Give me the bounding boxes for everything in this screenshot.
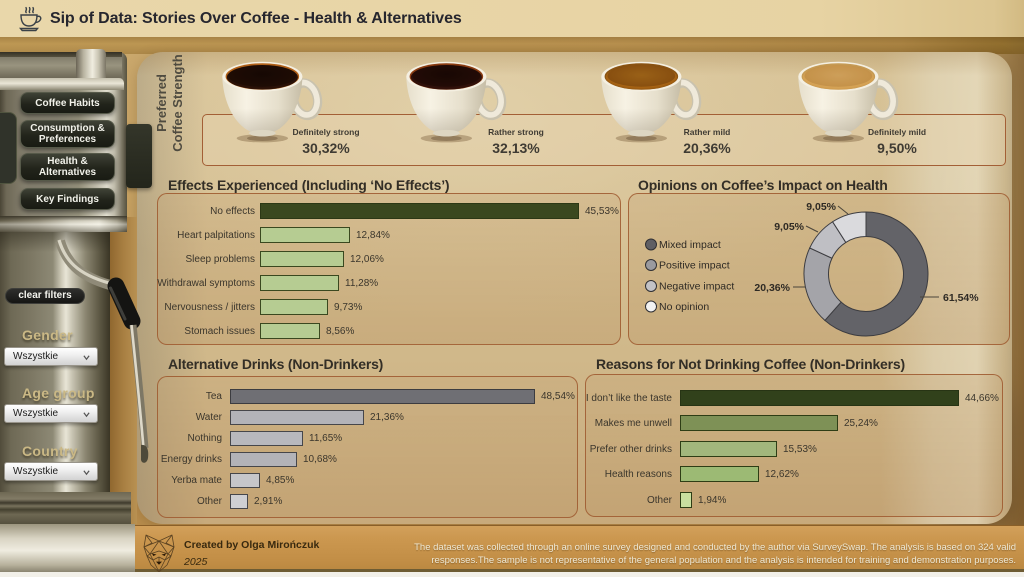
svg-text:Positive impact: Positive impact	[659, 260, 730, 272]
svg-text:Mixed impact: Mixed impact	[659, 239, 721, 251]
svg-text:20,36%: 20,36%	[754, 282, 790, 294]
svg-text:Negative impact: Negative impact	[659, 281, 734, 293]
svg-text:61,54%: 61,54%	[943, 292, 979, 304]
svg-text:9,05%: 9,05%	[774, 221, 804, 233]
svg-text:9,05%: 9,05%	[806, 201, 836, 213]
svg-text:No opinion: No opinion	[659, 301, 709, 313]
